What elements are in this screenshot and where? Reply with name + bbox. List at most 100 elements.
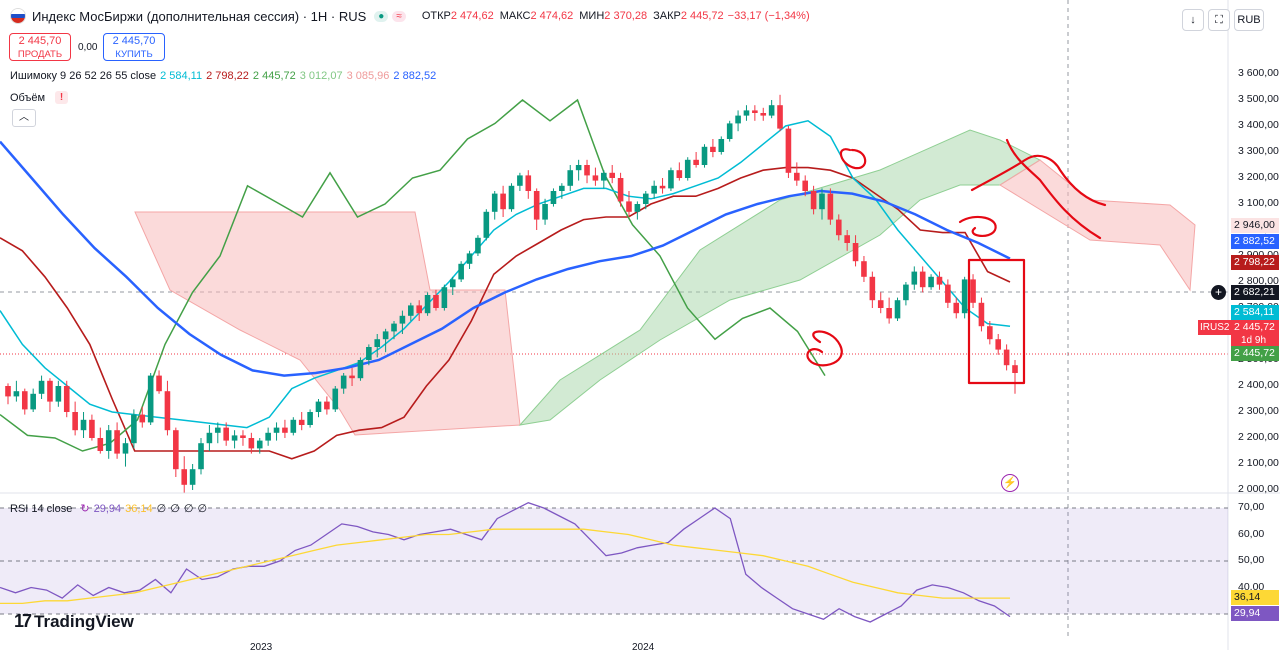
lightning-icon[interactable]: ⚡ bbox=[1001, 474, 1019, 492]
annotation-stroke bbox=[1005, 138, 1102, 240]
tv-logo-icon: 17 bbox=[14, 611, 32, 631]
candle-body bbox=[819, 193, 825, 210]
candle-body bbox=[609, 172, 615, 178]
ichimoku-value: 3 012,07 bbox=[299, 70, 343, 82]
senkou-b-tag: 2 946,00 bbox=[1231, 218, 1279, 233]
rsi-band bbox=[0, 508, 1228, 614]
candle-body bbox=[601, 172, 607, 181]
candle-body bbox=[835, 219, 842, 236]
candle-body bbox=[718, 139, 725, 152]
candle-body bbox=[752, 110, 758, 113]
sell-label: ПРОДАТЬ bbox=[17, 49, 63, 60]
candle-body bbox=[382, 331, 389, 340]
buy-label: КУПИТЬ bbox=[115, 49, 153, 60]
candle-body bbox=[5, 386, 11, 397]
candle-body bbox=[89, 419, 95, 438]
candle-body bbox=[726, 123, 733, 139]
candle-body bbox=[424, 295, 431, 314]
delay-pill[interactable]: ≈ bbox=[392, 10, 406, 22]
candle-body bbox=[567, 170, 574, 186]
cloud-future-bearish bbox=[999, 159, 1196, 292]
warning-icon[interactable]: ! bbox=[55, 91, 69, 104]
price-tick-label: 2 400,00 bbox=[1238, 379, 1279, 391]
candle-body bbox=[760, 113, 767, 116]
ichimoku-value: 2 445,72 bbox=[252, 70, 296, 82]
candle-body bbox=[47, 380, 53, 402]
rsi-line bbox=[0, 501, 1011, 623]
candle-body bbox=[416, 305, 422, 314]
ohlc-value: 2 370,28 bbox=[604, 10, 648, 22]
collapse-legend-button[interactable]: ︿ bbox=[12, 109, 36, 127]
candle-body bbox=[978, 302, 985, 327]
sell-button[interactable]: 2 445,70 ПРОДАТЬ bbox=[9, 33, 71, 61]
candle-body bbox=[273, 427, 280, 433]
candle-body bbox=[30, 393, 36, 410]
last-price: 2 445,72 bbox=[1234, 321, 1275, 333]
candle-body bbox=[710, 146, 716, 152]
candle-body bbox=[139, 414, 146, 423]
volume-legend[interactable]: Объём ! bbox=[10, 91, 69, 104]
candle-body bbox=[877, 300, 884, 308]
ichimoku-value: 2 798,22 bbox=[206, 70, 249, 82]
change-value: −33,17 (−1,34%) bbox=[727, 10, 810, 22]
rsi-name: RSI 14 close bbox=[10, 502, 73, 515]
candle-body bbox=[961, 279, 968, 314]
rsi-legend[interactable]: RSI 14 close ↻ 29,94 36,14 ∅ ∅ ∅ ∅ bbox=[10, 502, 207, 516]
candle-body bbox=[642, 193, 649, 204]
candle-body bbox=[508, 185, 515, 210]
candle-body bbox=[105, 430, 112, 451]
buy-button[interactable]: 2 445,70 КУПИТЬ bbox=[103, 33, 165, 61]
rsi-empty-value: ∅ bbox=[183, 503, 194, 515]
price-tick-label: 2 100,00 bbox=[1238, 457, 1279, 469]
price-tick-label: 3 200,00 bbox=[1238, 171, 1279, 183]
loading-icon: ↻ bbox=[80, 503, 90, 515]
candle-body bbox=[768, 105, 775, 116]
rsi-empty-value: ∅ bbox=[156, 503, 167, 515]
candle-body bbox=[903, 284, 909, 301]
countdown: 1d 9h bbox=[1240, 335, 1267, 346]
candle-body bbox=[399, 315, 406, 324]
candle-body bbox=[995, 339, 1002, 350]
candle-body bbox=[55, 386, 62, 402]
candle-body bbox=[483, 211, 490, 238]
candle-body bbox=[38, 380, 45, 394]
fullscreen-button[interactable]: ⛶ bbox=[1208, 9, 1230, 31]
candle-body bbox=[433, 295, 439, 308]
ichimoku-legend[interactable]: Ишимоку 9 26 52 26 55 close 2 584,11 2 7… bbox=[10, 70, 436, 82]
rsi-tick-label: 50,00 bbox=[1238, 554, 1265, 566]
candle-body bbox=[189, 469, 196, 485]
ohlc-value: 2 474,62 bbox=[530, 10, 574, 22]
market-status-icon[interactable]: ● bbox=[374, 10, 389, 22]
candle-body bbox=[668, 170, 674, 189]
currency-select[interactable]: RUB bbox=[1234, 9, 1264, 31]
rsi-tick-label: 60,00 bbox=[1238, 527, 1265, 540]
candle-body bbox=[332, 388, 339, 410]
crosshair-plus-icon[interactable]: + bbox=[1211, 285, 1226, 300]
candle-body bbox=[928, 276, 934, 288]
cloud-bullish bbox=[518, 129, 1042, 426]
candle-body bbox=[231, 435, 238, 441]
candle-body bbox=[357, 360, 364, 379]
candle-body bbox=[827, 193, 834, 220]
candle-body bbox=[886, 308, 892, 319]
candle-body bbox=[156, 375, 162, 392]
candle-body bbox=[298, 419, 305, 425]
download-button[interactable]: ↓ bbox=[1182, 9, 1204, 31]
annotation-circle bbox=[806, 330, 843, 367]
rsi-signal-value: 36,14 bbox=[125, 502, 153, 515]
candle-body bbox=[122, 443, 129, 454]
candle-body bbox=[248, 438, 255, 449]
candle-body bbox=[441, 287, 448, 308]
tradingview-logo[interactable]: 17 TradingView bbox=[14, 611, 134, 632]
price-tick-label: 3 500,00 bbox=[1238, 93, 1279, 105]
ohlc-label: МИН bbox=[579, 10, 605, 22]
rsi-value-tag: 29,94 bbox=[1231, 606, 1279, 621]
candle-body bbox=[173, 430, 179, 470]
time-label-2024: 2024 bbox=[632, 642, 655, 653]
candle-body bbox=[777, 105, 783, 129]
candle-body bbox=[449, 279, 456, 288]
symbol-legend[interactable]: Индекс МосБиржи (дополнительная сессия) … bbox=[10, 8, 810, 24]
ohlc-value: 2 474,62 bbox=[450, 10, 494, 22]
rsi-value: 29,94 bbox=[93, 502, 122, 515]
